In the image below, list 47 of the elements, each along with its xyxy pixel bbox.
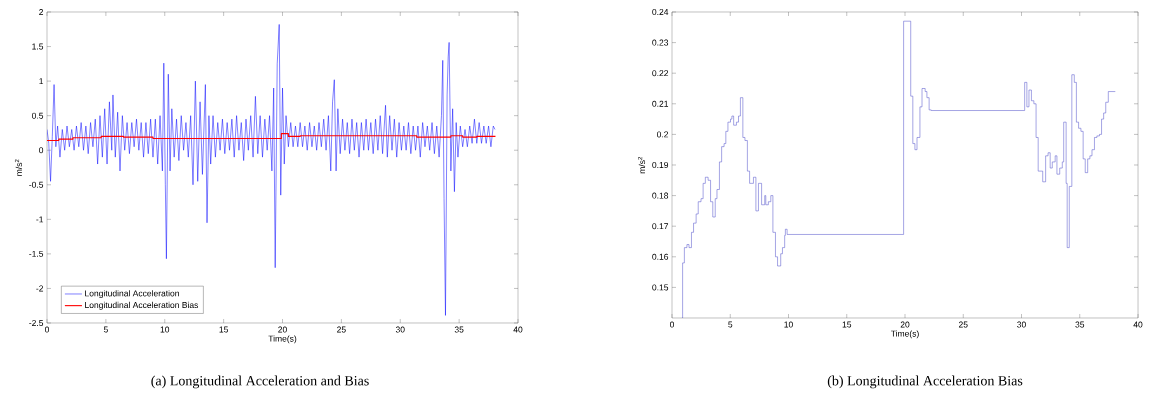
x-axis-title: Time(s)	[268, 335, 297, 344]
x-tick-label: 10	[784, 321, 793, 328]
x-tick-label: 35	[454, 326, 464, 333]
y-tick-label: 0.23	[652, 39, 669, 46]
x-tick-label: 35	[1075, 321, 1085, 328]
y-tick-label: 0.19	[652, 161, 669, 168]
x-tick-label: 5	[103, 326, 108, 333]
y-tick-label: -1	[36, 216, 44, 223]
y-tick-label: -2.5	[29, 320, 44, 326]
y-tick-label: 0.16	[652, 253, 669, 260]
x-tick-label: 25	[337, 326, 346, 333]
y-tick-label: -2	[36, 285, 44, 292]
y-tick-label: 0.15	[652, 284, 669, 291]
y-axis-title: m/s$^{2}$	[638, 157, 646, 174]
text: (b) Longitudinal Acceleration Bias	[827, 375, 1023, 389]
y-tick-label: 0.5	[31, 112, 44, 119]
y-tick-label: 0.22	[652, 70, 669, 77]
line-series	[47, 24, 496, 316]
x-tick-label: 15	[842, 321, 852, 328]
text: (a) Longitudinal Acceleration and Bias	[151, 375, 369, 389]
x-tick-label: 10	[160, 326, 170, 333]
legend-label: Longitudinal Acceleration Bias	[85, 301, 199, 310]
x-tick-label: 15	[219, 326, 228, 333]
y-tick-label: -0.5	[29, 181, 44, 188]
x-tick-label: 0	[44, 326, 50, 333]
x-tick-label: 40	[1133, 321, 1143, 328]
x-axis-title: Time(s)	[890, 330, 919, 339]
legend-label: Longitudinal Acceleration	[85, 290, 179, 299]
y-tick-label: 2	[39, 9, 44, 15]
x-tick-label: 25	[958, 321, 968, 328]
y-tick-label: -1.5	[29, 250, 44, 257]
y-tick-label: 0.17	[652, 223, 669, 230]
y-tick-label: 1.5	[32, 43, 44, 50]
x-tick-label: 40	[513, 326, 523, 333]
x-tick-label: 20	[900, 321, 910, 328]
x-tick-label: 30	[395, 326, 405, 333]
y-tick-label: 1	[39, 78, 44, 85]
y-tick-label: 0.21	[652, 100, 669, 107]
x-tick-label: 30	[1017, 321, 1026, 328]
y-tick-label: 0.18	[652, 192, 669, 199]
x-tick-label: 0	[669, 321, 675, 328]
y-axis-title: m/s$^{2}$	[14, 159, 22, 176]
y-tick-label: 0	[39, 147, 44, 154]
x-tick-label: 5	[728, 321, 733, 328]
x-tick-label: 20	[278, 326, 287, 333]
y-tick-label: 0.2	[656, 131, 669, 138]
y-tick-label: 0.24	[652, 8, 669, 15]
